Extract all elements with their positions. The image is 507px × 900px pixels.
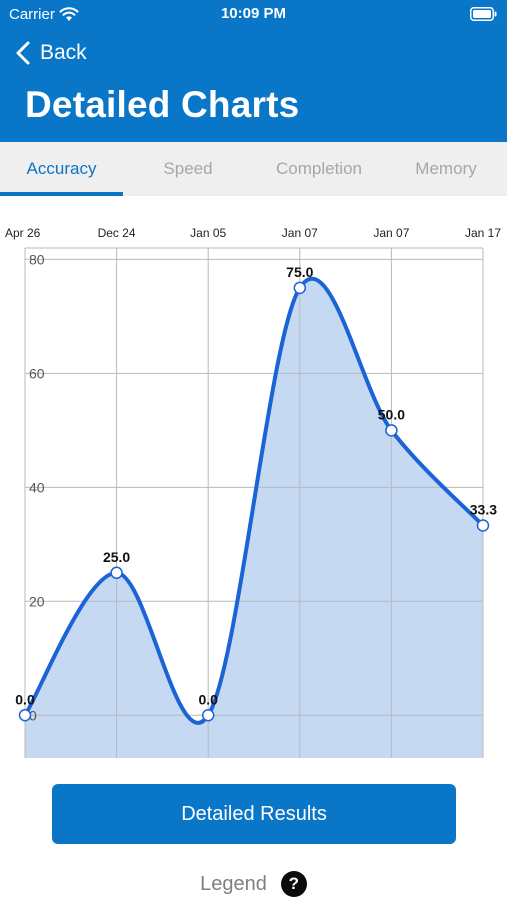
x-tick-label: Jan 17	[465, 226, 501, 240]
y-tick-label: 0	[29, 707, 37, 723]
data-point	[476, 519, 490, 532]
tab-accuracy[interactable]: Accuracy	[26, 159, 97, 178]
data-point	[293, 281, 307, 295]
y-tick-label: 20	[29, 593, 45, 609]
carrier-label: Carrier	[9, 6, 55, 23]
x-tick-label: Jan 07	[282, 226, 318, 240]
y-tick-label: 40	[29, 479, 45, 495]
chevron-left-icon	[16, 41, 30, 65]
grid-lines	[24, 247, 484, 758]
back-label: Back	[40, 41, 87, 64]
data-label: 25.0	[103, 549, 130, 565]
chart-canvas: 0 20 40 60 80 Apr 26 Dec 24 Jan 05 Jan 07 Jan 07 J…	[5, 226, 501, 758]
accuracy-chart: 0 20 40 60 80 Apr 26 Dec 24 Jan 05 Jan 07 Jan 07 J…	[0, 210, 507, 770]
header-bar: Carrier 10:09 PM Back Detailed Charts	[0, 0, 507, 142]
active-tab-indicator	[0, 192, 123, 196]
data-label: 75.0	[286, 264, 313, 280]
tab-speed[interactable]: Speed	[163, 159, 213, 178]
x-tick-label: Jan 05	[190, 226, 226, 240]
data-point	[385, 424, 398, 437]
x-tick-label: Dec 24	[98, 226, 136, 240]
tab-completion[interactable]: Completion	[276, 159, 362, 178]
detailed-results-button[interactable]: Detailed Results	[52, 784, 456, 844]
data-label: 50.0	[378, 406, 405, 422]
battery-icon	[470, 7, 497, 21]
legend-label[interactable]: Legend	[200, 872, 267, 895]
data-point	[110, 566, 123, 580]
data-point	[18, 709, 32, 722]
tab-memory[interactable]: Memory	[415, 159, 477, 178]
area-fill	[25, 278, 483, 758]
data-label: 33.3	[470, 502, 497, 518]
tab-bar: Accuracy Speed Completion Memory	[0, 142, 507, 196]
legend-row: Legend ?	[0, 868, 507, 900]
carrier-indicator: Carrier	[9, 6, 79, 23]
wifi-icon	[59, 7, 79, 21]
data-label: 0.0	[198, 691, 218, 707]
back-button[interactable]: Back	[16, 38, 87, 68]
data-label: 0.0	[15, 691, 35, 707]
y-tick-label: 60	[29, 365, 45, 381]
y-tick-label: 80	[29, 251, 45, 267]
x-tick-label: Apr 26	[5, 226, 41, 240]
status-bar: Carrier 10:09 PM	[0, 0, 507, 30]
clock: 10:09 PM	[220, 5, 287, 22]
page-title: Detailed Charts	[25, 84, 300, 125]
help-icon[interactable]: ?	[280, 871, 307, 897]
data-point	[201, 709, 215, 722]
x-tick-label: Jan 07	[373, 226, 409, 240]
